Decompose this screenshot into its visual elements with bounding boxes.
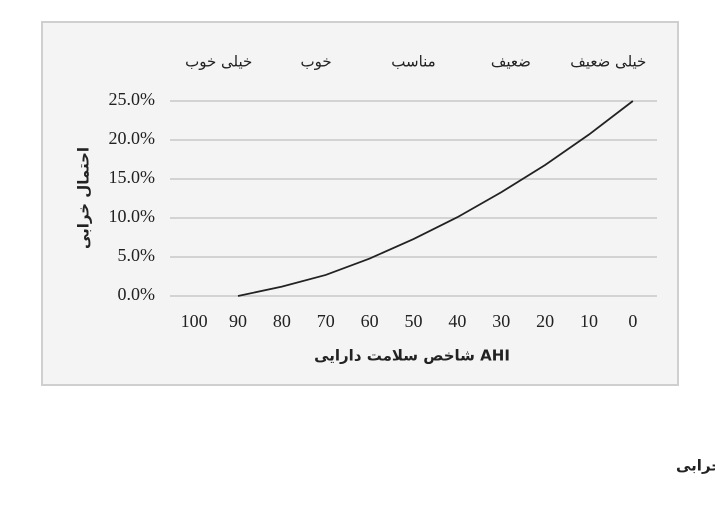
zone-label: خیلی خوب — [185, 53, 252, 71]
x-tick-label: 30 — [492, 311, 510, 331]
x-tick-label: 100 — [181, 311, 208, 331]
figure-frame — [41, 21, 679, 386]
zone-label: ضعیف — [491, 53, 531, 71]
x-tick-label: 90 — [229, 311, 247, 331]
x-tick-label: 50 — [405, 311, 423, 331]
zone-label: خیلی ضعیف — [570, 53, 646, 71]
y-tick-label: 10.0% — [109, 206, 156, 226]
x-tick-label: 0 — [628, 311, 637, 331]
x-tick-label: 40 — [448, 311, 466, 331]
caption: شکل ۲: محدوده‌های شاخص سلامت دارایی و ار… — [676, 457, 715, 475]
y-tick-label: 25.0% — [109, 89, 156, 109]
x-tick-label: 60 — [361, 311, 379, 331]
zone-label: مناسب — [391, 53, 435, 71]
y-tick-label: 15.0% — [109, 167, 156, 187]
y-tick-label: 0.0% — [118, 284, 156, 304]
x-tick-label: 20 — [536, 311, 554, 331]
x-tick-label: 80 — [273, 311, 291, 331]
x-tick-label: 10 — [580, 311, 598, 331]
y-tick-label: 5.0% — [118, 245, 156, 265]
y-axis-label: احتمال خرابی — [75, 147, 93, 249]
x-tick-label: 70 — [317, 311, 335, 331]
curve — [237, 100, 634, 297]
zone-label: خوب — [301, 53, 332, 71]
y-tick-label: 20.0% — [109, 128, 156, 148]
x-axis-label: شاخص سلامت دارایی AHI — [314, 347, 510, 365]
